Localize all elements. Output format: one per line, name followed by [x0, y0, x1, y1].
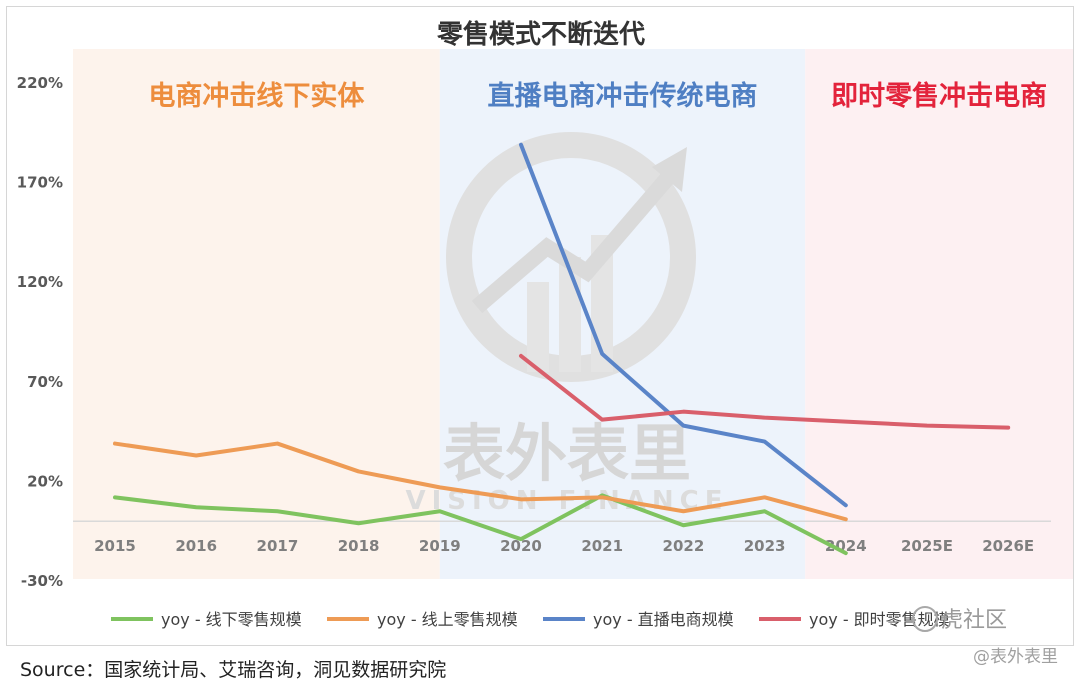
x-tick-label: 2022: [663, 537, 705, 555]
y-tick-label: 120%: [17, 273, 63, 291]
watermark-bar-icon: [527, 282, 549, 372]
legend-label: yoy - 线上零售规模: [377, 610, 518, 629]
x-tick-label: 2019: [419, 537, 461, 555]
x-tick-label: 2020: [500, 537, 542, 555]
series-line: [519, 353, 1011, 430]
chart-title: 零售模式不断迭代: [437, 19, 645, 50]
y-tick-label: 20%: [27, 472, 63, 490]
series-line: [519, 142, 848, 508]
x-tick-label: 2018: [338, 537, 380, 555]
retail-yoy-line-chart: 表外表里 VISION FINANCE 零售模式不断迭代 电商冲击线下实体 直播电…: [17, 19, 1073, 633]
y-tick-label: 170%: [17, 174, 63, 192]
x-tick-label: 2016: [175, 537, 217, 555]
x-tick-label: 2025E: [901, 537, 953, 555]
brand-watermark: 虎社区: [912, 606, 1007, 633]
x-tick-label: 2026E: [982, 537, 1034, 555]
region-band: [73, 49, 440, 579]
region-label: 电商冲击线下实体: [148, 80, 365, 112]
y-tick-label: 70%: [27, 373, 63, 391]
watermark-main-text: 表外表里: [443, 417, 691, 490]
brand-community-text: 虎社区: [941, 608, 1007, 633]
x-tick-label: 2021: [581, 537, 623, 555]
x-tick-label: 2017: [257, 537, 299, 555]
legend-label: yoy - 线下零售规模: [161, 610, 302, 629]
source-note: Source：国家统计局、艾瑞咨询，洞见数据研究院: [20, 659, 447, 681]
region-band: [805, 49, 1073, 579]
y-tick-label: 220%: [17, 74, 63, 92]
region-band: [439, 49, 806, 579]
brand-account-text: @表外表里: [973, 647, 1058, 667]
x-tick-label: 2023: [744, 537, 786, 555]
x-tick-label: 2024: [825, 537, 867, 555]
region-label: 直播电商冲击传统电商: [488, 80, 758, 112]
chart-frame: 表外表里 VISION FINANCE 零售模式不断迭代 电商冲击线下实体 直播电…: [6, 6, 1074, 646]
tiger-logo-icon: [912, 606, 938, 632]
region-label: 即时零售冲击电商: [831, 80, 1047, 112]
legend-label: yoy - 即时零售规模: [809, 610, 950, 629]
x-tick-label: 2015: [94, 537, 136, 555]
watermark-arrowhead-icon: [652, 147, 687, 192]
series-line: [113, 441, 848, 522]
y-tick-label: -30%: [21, 572, 63, 590]
series-line: [113, 493, 848, 556]
legend-label: yoy - 直播电商规模: [593, 610, 734, 629]
